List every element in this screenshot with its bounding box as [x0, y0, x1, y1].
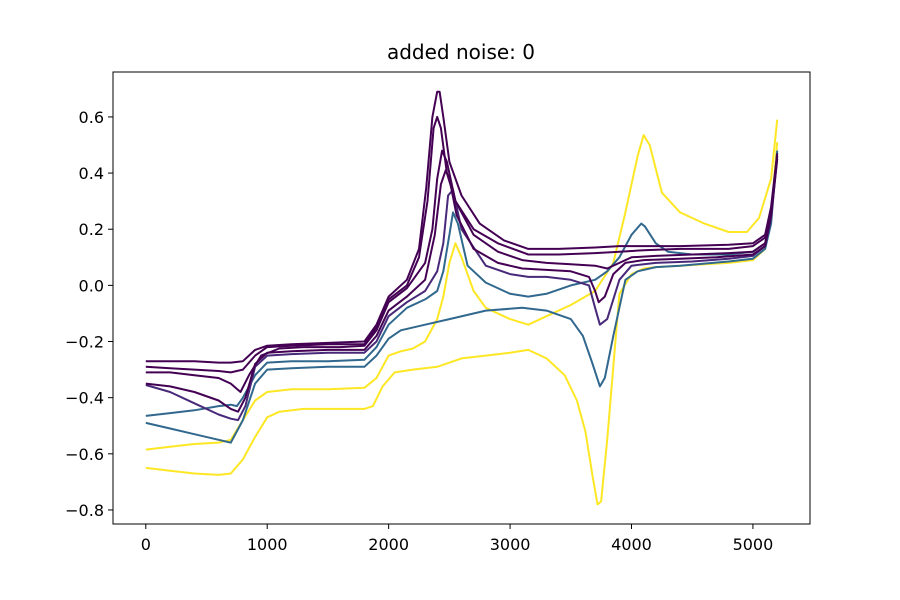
- series-line-8: [145, 115, 779, 374]
- x-tick-label: 5000: [733, 535, 774, 554]
- series-line-9: [145, 90, 779, 364]
- y-tick-label: −0.2: [65, 333, 104, 352]
- x-axis: 0 1000 2000 3000 4000 5000: [141, 524, 774, 554]
- x-tick-label: 3000: [490, 535, 531, 554]
- y-tick-label: −0.8: [65, 501, 104, 520]
- y-tick-label: 0.4: [79, 164, 104, 183]
- y-tick-label: 0.6: [79, 108, 104, 127]
- chart-title: added noise: 0: [387, 40, 535, 64]
- series-line-2: [145, 119, 779, 451]
- series-line-5: [145, 158, 779, 422]
- series-layer: [145, 90, 779, 506]
- y-tick-label: 0.2: [79, 220, 104, 239]
- y-tick-label: −0.4: [65, 389, 104, 408]
- series-line-3: [145, 150, 779, 444]
- x-tick-label: 1000: [247, 535, 288, 554]
- x-tick-label: 0: [141, 535, 151, 554]
- y-tick-label: −0.6: [65, 445, 104, 464]
- y-tick-label: 0.0: [79, 276, 104, 295]
- plot-frame: [112, 71, 811, 525]
- series-line-7: [145, 149, 779, 393]
- x-tick-label: 2000: [368, 535, 409, 554]
- y-axis: −0.8 −0.6 −0.4 −0.2 0.0 0.2 0.4 0.6: [65, 108, 113, 520]
- x-tick-label: 4000: [611, 535, 652, 554]
